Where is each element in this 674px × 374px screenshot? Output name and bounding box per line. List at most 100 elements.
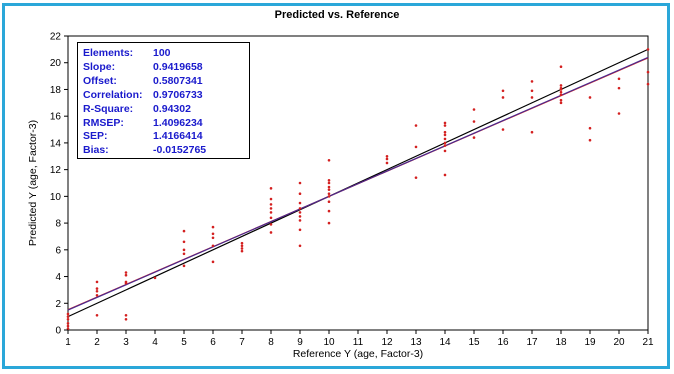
y-tick-label: 4: [55, 272, 61, 283]
data-point: [269, 231, 273, 234]
x-tick-label: 18: [555, 337, 567, 348]
stat-value: 1.4166414: [153, 130, 203, 143]
data-point: [182, 248, 186, 252]
data-point: [66, 318, 70, 321]
data-point: [588, 138, 592, 142]
data-point: [240, 247, 244, 250]
data-point: [327, 179, 331, 182]
data-point: [414, 145, 418, 149]
data-point: [443, 130, 447, 134]
data-point: [269, 187, 273, 190]
data-point: [530, 96, 534, 99]
data-point: [95, 280, 99, 284]
data-point: [269, 216, 273, 220]
data-point: [95, 287, 99, 290]
stat-value: 100: [153, 47, 171, 59]
x-tick-label: 21: [642, 337, 654, 348]
data-point: [269, 207, 273, 210]
x-axis-ticks: 1 2 3 4 5 6 7 8 9 10 11 12 13 14 15 16 17 18 19 20 21: [65, 330, 654, 348]
data-point: [269, 197, 273, 201]
x-tick-label: 19: [584, 337, 596, 348]
data-point: [443, 149, 447, 153]
data-point: [66, 327, 70, 330]
data-point: [588, 126, 592, 130]
chart-title: Predicted vs. Reference: [274, 9, 400, 21]
stat-key: SEP:: [83, 130, 108, 143]
data-point: [66, 312, 70, 316]
y-tick-label: 0: [55, 326, 61, 337]
data-point: [443, 124, 447, 127]
x-tick-label: 7: [239, 337, 245, 348]
x-tick-label: 17: [526, 337, 538, 348]
fit-lines: [67, 48, 649, 318]
data-point: [501, 128, 505, 131]
x-tick-label: 16: [497, 337, 509, 348]
data-point: [211, 244, 215, 248]
x-tick-label: 9: [297, 337, 303, 348]
x-tick-label: 10: [323, 337, 335, 348]
regression-line: [67, 56, 649, 311]
data-point: [501, 96, 505, 99]
data-point: [240, 244, 244, 248]
x-tick-label: 11: [353, 337, 364, 348]
data-point: [327, 181, 331, 185]
data-point: [66, 324, 70, 328]
x-tick-label: 8: [268, 337, 274, 348]
data-point: [95, 289, 99, 293]
data-point: [472, 108, 476, 111]
stat-key: Slope:: [83, 60, 116, 73]
data-point: [385, 157, 389, 161]
data-point: [298, 219, 302, 222]
data-point: [443, 173, 447, 177]
x-axis-label: Reference Y (age, Factor-3): [293, 348, 423, 360]
data-point: [530, 130, 534, 134]
data-point: [646, 82, 650, 86]
data-point: [472, 120, 476, 123]
data-point: [298, 192, 302, 195]
data-point: [530, 89, 534, 93]
data-point: [617, 86, 621, 90]
data-point: [443, 133, 447, 137]
x-tick-label: 20: [613, 337, 625, 348]
data-point: [472, 136, 476, 139]
data-point: [559, 65, 563, 69]
data-point: [182, 240, 186, 244]
data-point: [66, 322, 70, 325]
data-point: [385, 161, 389, 165]
data-point: [298, 211, 302, 214]
y-tick-label: 10: [50, 192, 62, 203]
data-point: [211, 236, 215, 240]
data-point: [327, 158, 331, 162]
data-point: [327, 185, 331, 189]
data-point: [211, 232, 215, 236]
x-tick-label: 3: [123, 337, 129, 348]
x-tick-label: 5: [181, 337, 187, 348]
y-tick-label: 14: [50, 138, 62, 149]
stat-value: -0.0152765: [153, 144, 207, 157]
data-point: [414, 176, 418, 179]
data-point: [66, 315, 70, 318]
data-point: [559, 101, 563, 105]
data-point: [327, 188, 331, 191]
x-tick-label: 15: [468, 337, 480, 348]
data-point: [182, 229, 186, 233]
data-point: [327, 200, 331, 204]
stat-key: RMSEP:: [83, 116, 124, 129]
stat-key: Correlation:: [83, 88, 143, 101]
stat-value: 0.9706733: [153, 88, 203, 101]
x-tick-label: 14: [439, 337, 451, 348]
y-tick-label: 8: [55, 219, 61, 230]
data-point: [327, 221, 331, 225]
y-tick-label: 16: [50, 112, 62, 123]
stat-value: 0.5807341: [153, 74, 203, 87]
y-axis-label: Predicted Y (age, Factor-3): [27, 120, 39, 246]
stat-value: 0.9419658: [153, 60, 203, 73]
data-point: [414, 124, 418, 127]
data-point: [617, 112, 621, 115]
data-point: [385, 154, 389, 158]
statistics-box: Elements: 100 Slope: 0.9419658 Offset: 0.5807…: [77, 42, 250, 159]
stat-key: R-Square:: [83, 102, 134, 115]
data-point: [588, 96, 592, 99]
target-line: [67, 48, 649, 318]
data-point: [530, 80, 534, 83]
